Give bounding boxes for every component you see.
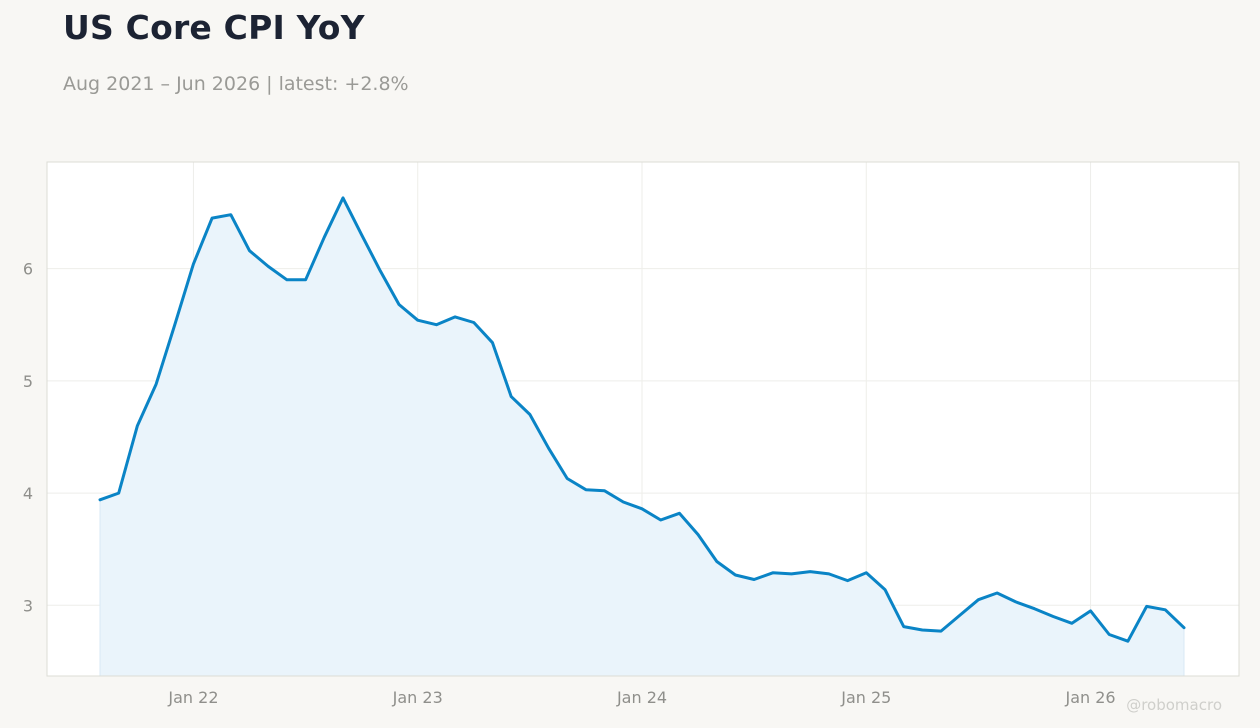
plot-frame: [46, 161, 1240, 677]
x-tick-label: Jan 23: [392, 688, 443, 707]
subtitle-separator: |: [266, 73, 273, 95]
x-axis-ticks: Jan 22 Jan 23 Jan 24 Jan 25 Jan 26: [167, 688, 1115, 707]
subtitle-latest: latest: +2.8%: [278, 73, 409, 95]
x-tick-label: Jan 24: [616, 688, 667, 707]
chart-title: US Core CPI YoY: [63, 8, 365, 47]
chart-subtitle: Aug 2021 – Jun 2026 | latest: +2.8%: [63, 73, 409, 95]
x-tick-label: Jan 22: [167, 688, 218, 707]
y-tick-label: 3: [23, 596, 33, 615]
y-tick-label: 5: [23, 372, 33, 391]
series-line: [98, 196, 1186, 643]
watermark: @robomacro: [1126, 696, 1222, 714]
y-axis-ticks: 3 4 5 6: [23, 260, 33, 616]
y-tick-label: 6: [23, 260, 33, 279]
x-tick-label: Jan 26: [1064, 688, 1115, 707]
subtitle-range: Aug 2021 – Jun 2026: [63, 73, 261, 95]
x-tick-label: Jan 25: [840, 688, 891, 707]
y-tick-label: 4: [23, 484, 33, 503]
